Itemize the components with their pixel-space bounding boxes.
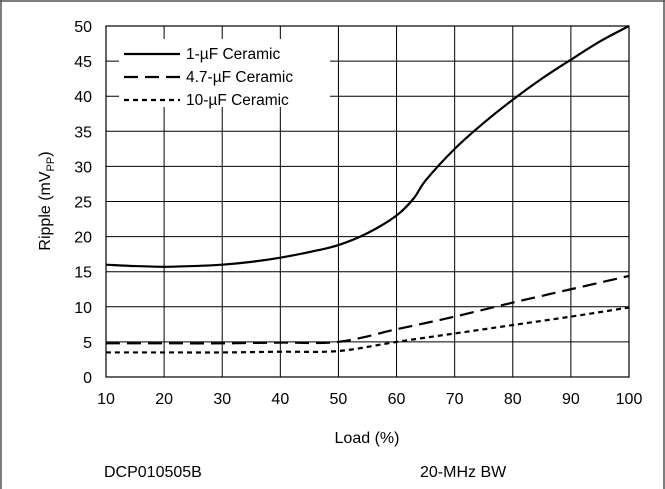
series-line-4p7uf: [106, 274, 630, 345]
tick-labels: 10 20 30 40 50 60 70 80 90 100 0 5 10 15 20 25 30 35 40 45 5…: [74, 19, 642, 408]
legend-background: [119, 39, 330, 107]
legend-label-1uf: 1-µF Ceramic: [186, 46, 280, 63]
y-tick-label: 10: [74, 300, 92, 317]
y-axis-label-close: ): [37, 151, 54, 156]
x-axis-label: Load (%): [335, 430, 400, 447]
y-axis-label-main: Ripple (mV: [37, 171, 54, 250]
x-tick-label: 80: [504, 391, 522, 408]
y-tick-label: 30: [74, 159, 92, 176]
x-tick-label: 100: [616, 391, 643, 408]
y-tick-label: 35: [74, 124, 92, 141]
y-tick-label: 5: [83, 335, 92, 352]
series-line-1uf: [105, 25, 630, 268]
footer-part-number: DCP010505B: [104, 464, 202, 481]
x-tick-label: 90: [562, 391, 580, 408]
y-tick-label: 45: [74, 54, 92, 71]
legend: 1-µF Ceramic 4.7-µF Ceramic 10-µF Cerami…: [119, 39, 330, 109]
x-tick-label: 30: [213, 391, 231, 408]
x-tick-label: 20: [155, 391, 173, 408]
x-tick-label: 10: [97, 391, 115, 408]
y-tick-label: 0: [83, 370, 92, 387]
footer-bandwidth: 20-MHz BW: [420, 464, 507, 481]
y-tick-label: 40: [74, 89, 92, 106]
series-line-10uf: [106, 306, 630, 354]
legend-label-4p7uf: 4.7-µF Ceramic: [186, 69, 293, 86]
y-tick-label: 20: [74, 230, 92, 247]
y-axis-label: Ripple (mVPP): [37, 151, 57, 250]
x-tick-label: 50: [330, 391, 348, 408]
x-tick-label: 60: [388, 391, 406, 408]
y-tick-label: 15: [74, 265, 92, 282]
y-tick-label: 25: [74, 195, 92, 212]
x-tick-label: 40: [271, 391, 289, 408]
y-axis-label-subscript: PP: [45, 157, 57, 172]
plot-area-border: [105, 25, 630, 378]
series-layer: [105, 25, 630, 354]
x-tick-label: 70: [446, 391, 464, 408]
legend-label-10uf: 10-µF Ceramic: [186, 92, 289, 109]
y-tick-label: 50: [74, 19, 92, 36]
